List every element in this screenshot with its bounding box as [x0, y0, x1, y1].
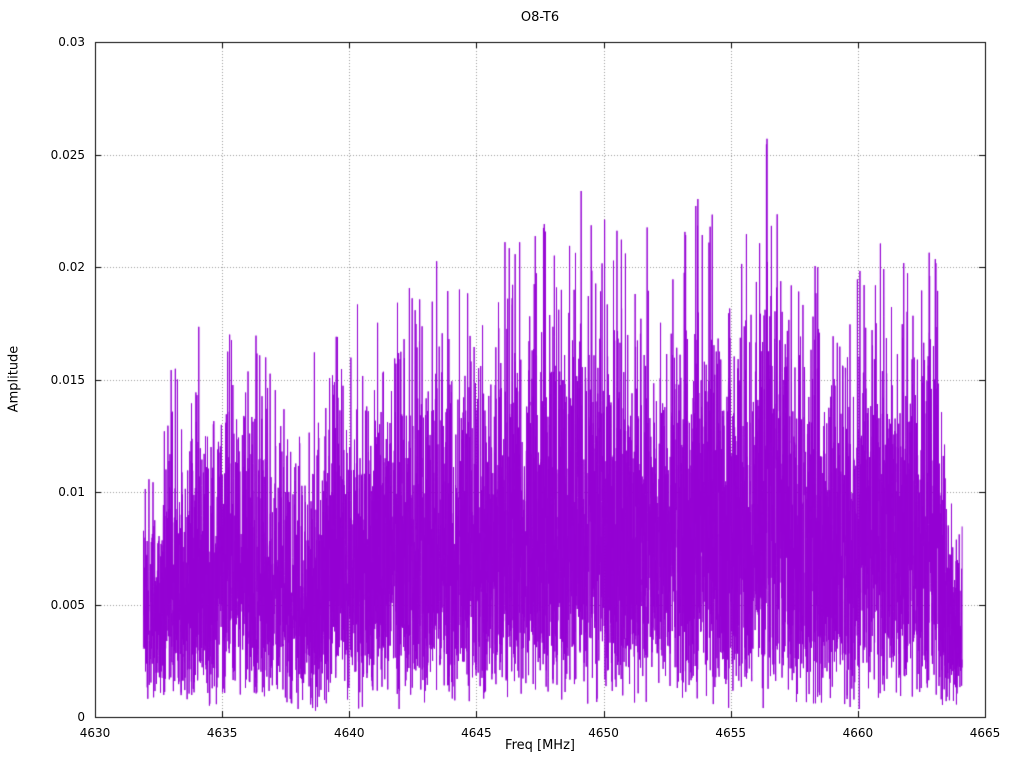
- y-tick-label: 0.01: [58, 485, 85, 499]
- x-tick-label: 4650: [588, 726, 619, 740]
- x-tick-label: 4665: [969, 726, 1001, 740]
- x-tick-label: 4655: [715, 726, 746, 740]
- x-axis-label: Freq [MHz]: [505, 738, 575, 753]
- y-tick-label: 0.03: [58, 35, 85, 49]
- y-tick-label: 0.02: [58, 260, 85, 274]
- y-axis-label: Amplitude: [6, 345, 22, 413]
- x-tick-label: 4635: [206, 726, 238, 740]
- x-tick-label: 4640: [334, 726, 365, 740]
- y-tick-label: 0.025: [50, 147, 85, 162]
- y-tick-label: 0.005: [50, 597, 85, 612]
- chart-title: O8-T6: [520, 10, 560, 25]
- x-tick-label: 4630: [79, 726, 111, 740]
- x-tick-label: 4660: [842, 726, 874, 740]
- y-tick-label: 0: [77, 710, 85, 724]
- y-tick-label: 0.015: [50, 372, 85, 387]
- x-tick-label: 4645: [461, 726, 492, 740]
